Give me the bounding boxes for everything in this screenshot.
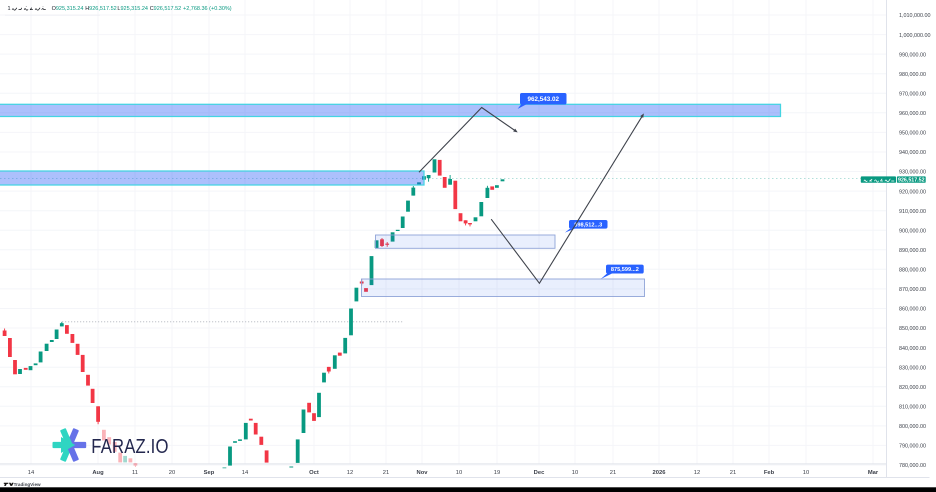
svg-text:850,000.00: 850,000.00 <box>899 326 926 332</box>
svg-text:Oct: Oct <box>309 470 319 476</box>
svg-text:860,000.00: 860,000.00 <box>899 307 926 313</box>
svg-text:890,000.00: 890,000.00 <box>899 248 926 254</box>
svg-text:21: 21 <box>610 470 616 476</box>
svg-text:940,000.00: 940,000.00 <box>899 150 926 156</box>
svg-text:1: 1 <box>8 6 11 12</box>
svg-text:19: 19 <box>494 470 500 476</box>
svg-text:Aug: Aug <box>92 470 104 476</box>
svg-text:12: 12 <box>694 470 700 476</box>
svg-text:870,000.00: 870,000.00 <box>899 287 926 293</box>
svg-text:960,000.00: 960,000.00 <box>899 111 926 117</box>
svg-text:790,000.00: 790,000.00 <box>899 444 926 450</box>
svg-text:+2,768.36 (+0.30%): +2,768.36 (+0.30%) <box>183 6 232 12</box>
svg-text:11: 11 <box>132 470 138 476</box>
svg-text:830,000.00: 830,000.00 <box>899 365 926 371</box>
svg-text:Feb: Feb <box>764 470 775 476</box>
svg-text:926,517.52: 926,517.52 <box>898 177 925 183</box>
svg-text:820,000.00: 820,000.00 <box>899 385 926 391</box>
svg-text:910,000.00: 910,000.00 <box>899 209 926 215</box>
svg-text:810,000.00: 810,000.00 <box>899 405 926 411</box>
svg-text:C926,517.52: C926,517.52 <box>150 6 182 12</box>
svg-text:875,599...2: 875,599...2 <box>611 267 639 273</box>
svg-text:21: 21 <box>730 470 736 476</box>
svg-text:930,000.00: 930,000.00 <box>899 170 926 176</box>
svg-text:2026: 2026 <box>653 470 667 476</box>
svg-text:880,000.00: 880,000.00 <box>899 268 926 274</box>
svg-text:950,000.00: 950,000.00 <box>899 131 926 137</box>
svg-text:10: 10 <box>803 470 809 476</box>
svg-text:840,000.00: 840,000.00 <box>899 346 926 352</box>
svg-text:780,000.00: 780,000.00 <box>899 463 926 469</box>
svg-text:14: 14 <box>242 470 249 476</box>
svg-text:Mar: Mar <box>868 470 879 476</box>
svg-text:800,000.00: 800,000.00 <box>899 424 926 430</box>
svg-text:980,000.00: 980,000.00 <box>899 72 926 78</box>
svg-text:TradingView: TradingView <box>14 482 41 487</box>
svg-text:990,000.00: 990,000.00 <box>899 52 926 58</box>
svg-text:L925,315.24: L925,315.24 <box>117 6 148 12</box>
svg-text:898,512...3: 898,512...3 <box>574 222 602 228</box>
svg-text:Nov: Nov <box>417 470 429 476</box>
svg-text:962,543.02: 962,543.02 <box>527 96 559 103</box>
svg-text:H926,517.52: H926,517.52 <box>85 6 117 12</box>
svg-text:10: 10 <box>572 470 578 476</box>
svg-text:20: 20 <box>169 470 175 476</box>
svg-text:14: 14 <box>28 470 35 476</box>
svg-text:970,000.00: 970,000.00 <box>899 92 926 98</box>
svg-text:920,000.00: 920,000.00 <box>899 189 926 195</box>
svg-text:10: 10 <box>456 470 462 476</box>
svg-text:Dec: Dec <box>534 470 545 476</box>
svg-text:Sep: Sep <box>204 470 215 476</box>
svg-text:FARAZ.IO: FARAZ.IO <box>91 435 168 458</box>
svg-text:O925,315.24: O925,315.24 <box>52 6 84 12</box>
svg-text:12: 12 <box>347 470 353 476</box>
svg-text:21: 21 <box>383 470 389 476</box>
svg-text:1,010,000.00: 1,010,000.00 <box>899 13 930 19</box>
svg-text:900,000.00: 900,000.00 <box>899 228 926 234</box>
svg-text:1,000,000.00: 1,000,000.00 <box>899 33 930 39</box>
